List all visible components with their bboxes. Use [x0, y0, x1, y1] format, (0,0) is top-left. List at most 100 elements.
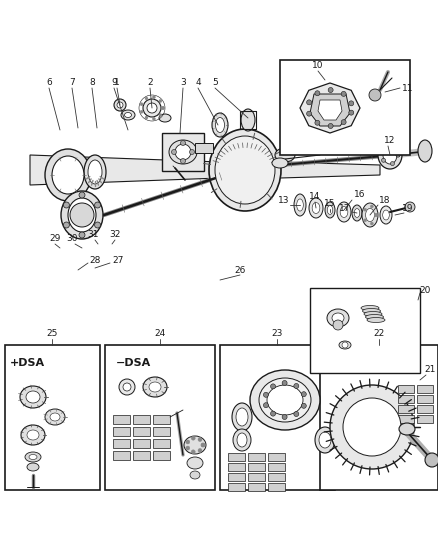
Circle shape	[140, 110, 143, 113]
Ellipse shape	[236, 408, 247, 426]
Ellipse shape	[266, 385, 302, 415]
Circle shape	[94, 222, 100, 228]
Circle shape	[159, 114, 162, 117]
Polygon shape	[309, 94, 349, 126]
Ellipse shape	[365, 208, 374, 222]
Bar	[153, 439, 170, 448]
Circle shape	[180, 141, 185, 146]
Ellipse shape	[114, 99, 126, 111]
Ellipse shape	[237, 433, 247, 447]
Bar	[397, 395, 413, 403]
Text: 4: 4	[195, 77, 200, 86]
Ellipse shape	[362, 309, 380, 313]
Circle shape	[368, 89, 380, 101]
Text: 10: 10	[311, 61, 323, 69]
Ellipse shape	[143, 99, 161, 117]
Circle shape	[340, 91, 345, 96]
Circle shape	[161, 107, 164, 109]
Ellipse shape	[240, 109, 254, 131]
Circle shape	[180, 158, 185, 164]
Circle shape	[282, 381, 286, 385]
Polygon shape	[279, 162, 379, 178]
Ellipse shape	[27, 463, 39, 471]
Circle shape	[363, 208, 366, 211]
Bar	[113, 415, 130, 424]
Ellipse shape	[45, 409, 65, 425]
Bar	[194, 143, 212, 153]
Circle shape	[79, 192, 85, 198]
Circle shape	[370, 222, 372, 225]
Text: 9: 9	[111, 77, 117, 86]
Ellipse shape	[338, 341, 350, 349]
Bar	[227, 463, 244, 471]
Text: 26: 26	[234, 265, 245, 274]
Bar	[247, 473, 265, 481]
Ellipse shape	[169, 140, 197, 164]
Circle shape	[341, 342, 347, 348]
Circle shape	[94, 202, 100, 208]
Bar	[227, 453, 244, 461]
Ellipse shape	[88, 160, 102, 184]
Text: 2: 2	[147, 77, 152, 86]
Text: 3: 3	[180, 77, 185, 86]
Ellipse shape	[379, 206, 391, 224]
Bar	[5, 345, 100, 490]
Text: −DSA: −DSA	[115, 358, 150, 368]
Ellipse shape	[366, 318, 384, 322]
Bar	[309, 288, 419, 373]
Circle shape	[159, 100, 162, 102]
Circle shape	[327, 124, 332, 128]
Circle shape	[145, 116, 148, 119]
Ellipse shape	[331, 313, 343, 323]
Circle shape	[342, 398, 400, 456]
Circle shape	[306, 111, 311, 116]
Circle shape	[185, 446, 189, 450]
Bar	[133, 451, 150, 460]
Circle shape	[270, 384, 275, 389]
Ellipse shape	[360, 305, 378, 311]
Ellipse shape	[190, 471, 200, 479]
Ellipse shape	[187, 457, 202, 469]
Ellipse shape	[121, 110, 135, 120]
Circle shape	[300, 403, 306, 408]
Text: 30: 30	[66, 233, 78, 243]
Text: 1: 1	[114, 77, 120, 86]
Circle shape	[293, 383, 298, 389]
Circle shape	[201, 443, 205, 447]
Circle shape	[327, 87, 332, 93]
Ellipse shape	[361, 203, 377, 227]
Bar	[162, 133, 204, 171]
Ellipse shape	[212, 113, 227, 137]
Ellipse shape	[27, 430, 39, 440]
Circle shape	[189, 149, 194, 155]
Circle shape	[332, 320, 342, 330]
Text: 5: 5	[212, 77, 217, 86]
Text: 20: 20	[418, 286, 430, 295]
Circle shape	[140, 103, 143, 106]
Text: 8: 8	[89, 77, 95, 86]
Circle shape	[198, 438, 201, 441]
Ellipse shape	[61, 191, 103, 239]
Text: 25: 25	[46, 328, 57, 337]
Circle shape	[161, 107, 164, 109]
Ellipse shape	[208, 129, 280, 211]
Text: 6: 6	[46, 77, 52, 86]
Text: 11: 11	[401, 84, 413, 93]
Ellipse shape	[314, 427, 334, 453]
Circle shape	[374, 214, 377, 216]
Circle shape	[171, 149, 176, 155]
Ellipse shape	[326, 206, 332, 214]
Circle shape	[270, 411, 275, 416]
Circle shape	[191, 450, 195, 454]
Bar	[247, 453, 265, 461]
Ellipse shape	[382, 146, 396, 164]
Ellipse shape	[233, 429, 251, 451]
Circle shape	[340, 119, 345, 125]
Ellipse shape	[184, 436, 205, 454]
Ellipse shape	[417, 140, 431, 162]
Ellipse shape	[119, 379, 135, 395]
Circle shape	[263, 392, 268, 397]
Bar	[105, 345, 215, 490]
Bar	[267, 453, 284, 461]
Ellipse shape	[26, 391, 40, 403]
